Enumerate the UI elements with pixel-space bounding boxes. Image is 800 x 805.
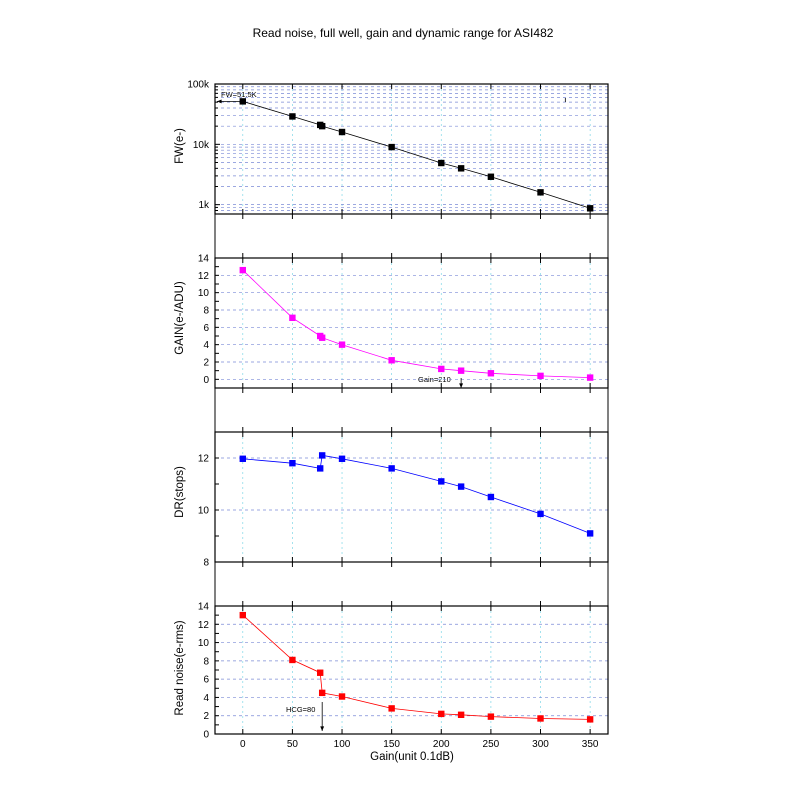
- panel-2: 0 2 4 6 8 10 12 14: [198, 254, 609, 389]
- y-tick-label: 12: [198, 271, 210, 282]
- y-tick-label: 100k: [187, 80, 210, 91]
- data-point: [438, 710, 445, 718]
- series-line: [242, 454, 591, 534]
- data-point: [388, 143, 395, 151]
- data-point: [289, 656, 296, 664]
- y-axis-title-read-noise: Read noise(e-rms): [174, 620, 186, 715]
- panel-4: 0 2 4 6 8 10 12 14: [198, 602, 609, 741]
- y-tick-label: 0: [203, 375, 209, 386]
- data-point: [388, 465, 395, 472]
- y-tick-label: 0: [203, 730, 209, 741]
- x-tick-label: 0: [240, 739, 246, 750]
- y-tick-label: 8: [203, 558, 209, 569]
- annotation-hcg-arrow-head: [320, 726, 325, 731]
- data-point: [487, 173, 495, 180]
- data-point: [537, 715, 544, 722]
- series-line: [242, 269, 591, 378]
- x-tick-label: 350: [582, 739, 599, 750]
- data-point: [438, 478, 445, 485]
- x-tick-label: 150: [383, 739, 400, 750]
- data-point: [537, 372, 544, 380]
- data-point: [438, 365, 445, 373]
- chart-title: Read noise, full well, gain and dynamic …: [253, 26, 554, 40]
- data-point: [457, 483, 465, 490]
- data-point: [487, 370, 495, 377]
- y-tick-label: 10: [198, 638, 210, 649]
- data-point: [316, 465, 324, 472]
- y-axis-title-gain: GAIN(e-/ADU): [174, 281, 186, 355]
- x-tick-label: 300: [532, 739, 549, 750]
- data-point: [289, 314, 296, 321]
- data-point: [487, 713, 495, 720]
- y-tick-label: 8: [203, 306, 209, 317]
- data-point: [537, 510, 544, 518]
- data-point: [586, 374, 594, 381]
- y-tick-label: 4: [203, 693, 209, 704]
- data-point: [586, 716, 594, 723]
- annotation-gain-arrow-head: [459, 383, 464, 388]
- x-tick-label: 250: [483, 739, 500, 750]
- y-tick-label: 1k: [198, 200, 210, 211]
- y-tick-label: 10: [198, 288, 210, 299]
- data-point: [388, 357, 395, 364]
- y-tick-label: 10k: [193, 140, 210, 151]
- data-point: [457, 711, 465, 718]
- y-tick-label: 8: [203, 656, 209, 667]
- panels-layer: 1k 10k 100k 0 2 4 6 8 10 12 14 8 10 12 0 2 4 6 8 10 12 14 0 50 1…: [187, 80, 609, 750]
- annotation-fw: FW=51.5K: [221, 90, 257, 99]
- data-point: [318, 689, 326, 697]
- data-point: [338, 455, 346, 462]
- data-point: [318, 334, 326, 341]
- data-point: [316, 669, 324, 676]
- y-tick-label: 2: [203, 711, 209, 722]
- plot-frame: [214, 431, 609, 563]
- y-tick-label: 6: [203, 323, 209, 334]
- data-point: [239, 266, 246, 274]
- y-tick-label: 6: [203, 675, 209, 686]
- plot-frame: [214, 83, 609, 215]
- x-tick-label: 50: [287, 739, 299, 750]
- data-point: [318, 122, 326, 130]
- y-tick-label: 4: [203, 340, 209, 351]
- data-point: [537, 189, 544, 196]
- plot-frame: [214, 257, 609, 389]
- data-point: [457, 165, 465, 172]
- data-point: [487, 493, 495, 501]
- data-point: [239, 611, 246, 619]
- data-point: [338, 693, 346, 700]
- y-axis-title-fw: FW(e-): [174, 128, 186, 164]
- data-point: [239, 98, 246, 105]
- data-point: [338, 341, 346, 348]
- y-tick-label: 2: [203, 358, 209, 369]
- panel-1: 1k 10k 100k: [187, 80, 609, 215]
- y-axis-title-dr: DR(stops): [174, 466, 186, 518]
- y-tick-label: 14: [198, 602, 210, 613]
- annotation-gain: Gain=210: [418, 375, 451, 384]
- data-point: [586, 530, 594, 537]
- data-point: [289, 113, 296, 120]
- data-point: [338, 128, 346, 136]
- y-tick-label: 10: [198, 506, 210, 517]
- series-line: [242, 614, 591, 720]
- data-point: [318, 452, 326, 459]
- x-axis-title: Gain(unit 0.1dB): [370, 751, 454, 763]
- data-point: [457, 367, 465, 374]
- y-tick-label: 12: [198, 620, 210, 631]
- x-tick-label: 100: [334, 739, 351, 750]
- annotation-fw-arrow-head: [217, 99, 222, 104]
- plot-frame: [214, 605, 609, 735]
- x-tick-label: 200: [433, 739, 450, 750]
- data-point: [388, 705, 395, 712]
- data-point: [586, 205, 594, 212]
- data-point: [239, 455, 246, 462]
- panel-3: 8 10 12: [198, 431, 609, 569]
- data-point: [438, 159, 445, 167]
- annotation-hcg: HCG=80: [286, 705, 315, 714]
- y-tick-label: 14: [198, 254, 210, 265]
- data-point: [289, 460, 296, 467]
- y-tick-label: 12: [198, 454, 210, 465]
